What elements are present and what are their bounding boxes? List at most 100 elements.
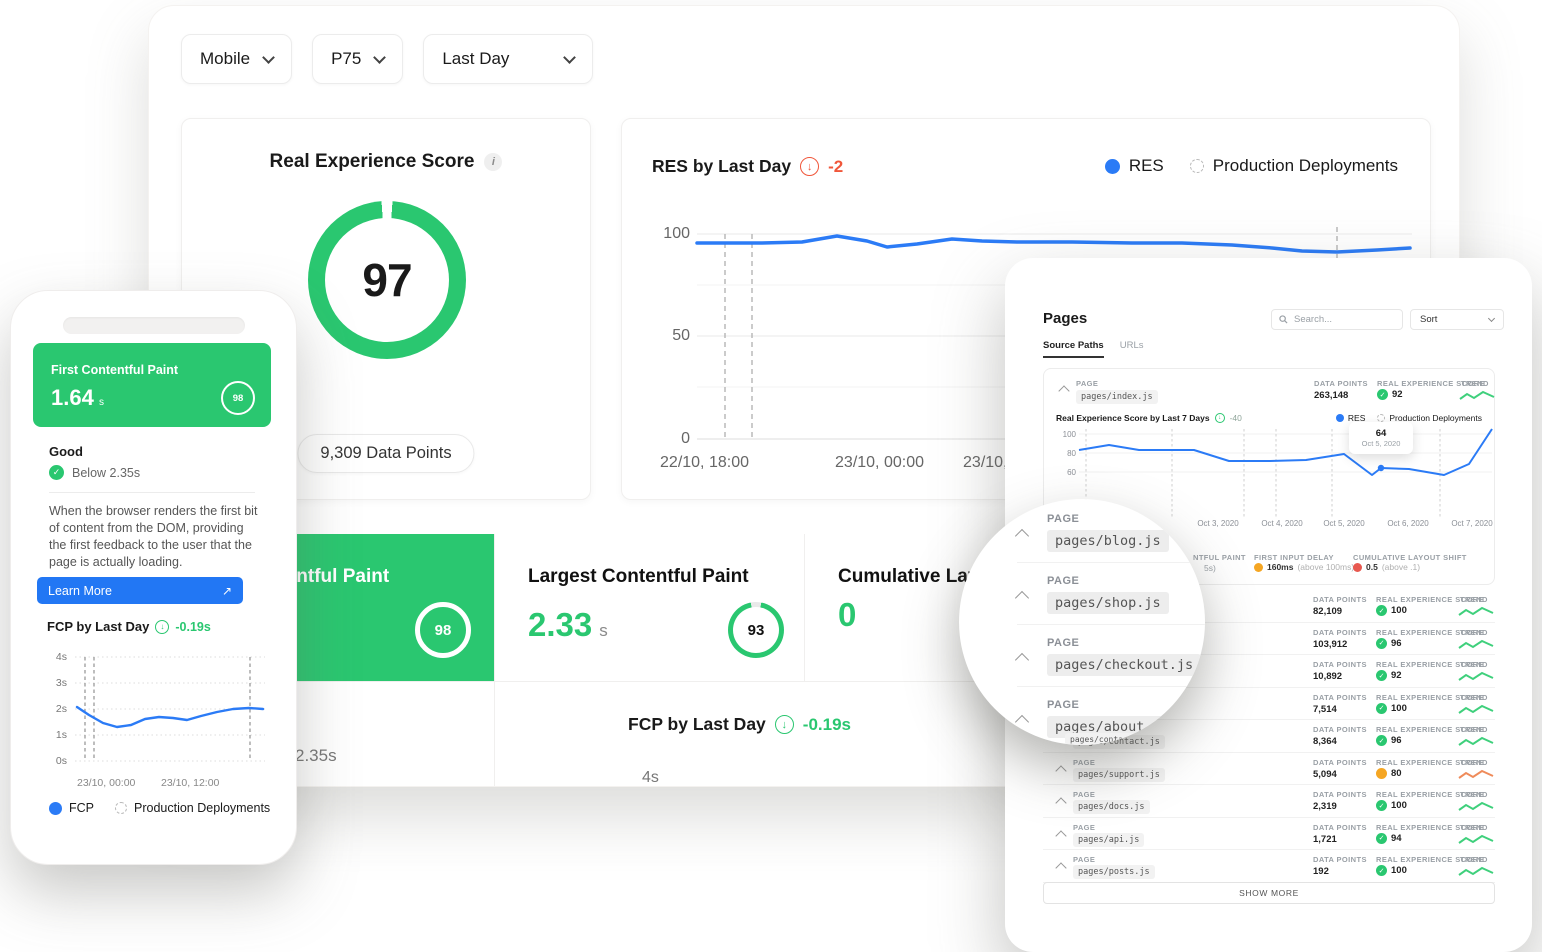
phone-fcp-card: First Contentful Paint 1.64 s 98 [33, 343, 271, 427]
collapse-chevron-icon[interactable] [1055, 829, 1067, 842]
search-input[interactable]: Search... [1271, 309, 1403, 330]
phone-y-tick: 3s [55, 677, 67, 689]
mini-y-tick-100: 100 [1062, 430, 1076, 439]
phone-chart-delta: -0.19s [175, 619, 211, 634]
data-points-value: 192 [1313, 866, 1329, 877]
range-dropdown[interactable]: Last Day [423, 34, 594, 84]
arrow-down-circle-icon: ↓ [800, 157, 820, 176]
data-points-value: 82,109 [1313, 606, 1343, 617]
page-row[interactable]: PAGE pages/api.js DATA POINTS 1,721 REAL… [1043, 818, 1495, 850]
score-status-icon: ✓ [1376, 832, 1387, 844]
trend-sparkline [1458, 605, 1494, 619]
page-path-chip: pages/about.js [1047, 716, 1177, 738]
chevron-down-icon [1487, 314, 1496, 323]
page-row[interactable]: PAGE pages/docs.js DATA POINTS 2,319 REA… [1043, 785, 1495, 818]
collapse-chevron-icon[interactable] [1014, 714, 1030, 730]
page-path-chip: pages/blog.js [1047, 530, 1169, 552]
lens-page-row[interactable]: PAGE pages/about.js [1014, 687, 1205, 745]
fcp-bottom-delta: -0.19s [802, 714, 851, 734]
res-legend-dot [1104, 158, 1120, 174]
res-column-label: REAL EXPERIENCE SCORE [1376, 595, 1484, 604]
lens-page-row[interactable]: PAGE pages/blog.js [1014, 501, 1205, 563]
res-column-label: REAL EXPERIENCE SCORE [1376, 757, 1484, 767]
trend-sparkline [1458, 833, 1494, 847]
page-row[interactable]: PAGE pages/posts.js DATA POINTS 192 REAL… [1043, 850, 1495, 883]
arrow-down-circle-icon: ↓ [1214, 413, 1225, 423]
tab-urls[interactable]: URLs [1119, 340, 1144, 351]
collapse-chevron-icon[interactable] [1058, 385, 1070, 397]
search-icon [1279, 315, 1288, 324]
res-chart-legend: RES Production Deployments [1104, 156, 1398, 176]
page-column-label: PAGE [1073, 822, 1096, 832]
deployments-legend-icon [1189, 159, 1204, 173]
page-path-chip: pages/checkout.js [1047, 654, 1202, 676]
device-dropdown[interactable]: Mobile [181, 34, 293, 84]
learn-more-button[interactable]: Learn More ↗ [37, 577, 243, 604]
data-points-value: 2,319 [1313, 801, 1337, 812]
lcp-score-ring: 93 [728, 602, 784, 658]
res-column-label: REAL EXPERIENCE SCORE [1376, 660, 1484, 669]
check-circle-icon: ✓ [49, 465, 64, 480]
data-points-column-label: DATA POINTS [1313, 595, 1367, 604]
res-score-value: 96 [1391, 637, 1402, 649]
trend-column-label: TREND [1460, 660, 1488, 669]
res-score-value: 100 [1391, 605, 1407, 616]
collapse-chevron-icon[interactable] [1014, 590, 1030, 606]
res-column-label: REAL EXPERIENCE SCORE [1377, 379, 1485, 388]
data-points-value: 8,364 [1313, 736, 1337, 747]
res-column-label: REAL EXPERIENCE SCORE [1376, 725, 1484, 734]
data-points-column-label: DATA POINTS [1313, 627, 1367, 637]
tab-source-paths[interactable]: Source Paths [1043, 340, 1104, 358]
res-score-value: 96 [1391, 735, 1402, 746]
learn-more-label: Learn More [48, 583, 112, 598]
score-status-icon: ✓ [1376, 702, 1387, 714]
collapse-chevron-icon[interactable] [1014, 528, 1030, 544]
cls-status-dot [1353, 562, 1362, 572]
res-gauge: 97 [308, 201, 466, 359]
mini-y-tick-60: 60 [1067, 468, 1076, 477]
mini-chart-title: Real Experience Score by Last 7 Days [1056, 413, 1210, 423]
phone-y-tick: 4s [55, 651, 67, 663]
fcp-bottom-title: FCP by Last Day [628, 714, 766, 734]
cls-value: 0 [838, 596, 857, 633]
lcp-score-value: 93 [733, 607, 779, 653]
trend-sparkline [1458, 703, 1494, 717]
res-column-label: REAL EXPERIENCE SCORE [1376, 627, 1484, 637]
res-y-tick-50: 50 [672, 327, 690, 344]
deployments-legend-label: Production Deployments [134, 801, 271, 815]
trend-column-label: TREND [1460, 627, 1488, 637]
trend-sparkline [1458, 865, 1494, 879]
phone-fcp-score: 98 [232, 392, 244, 404]
res-score-value: 100 [1391, 865, 1407, 876]
res-column-label: REAL EXPERIENCE SCORE [1376, 692, 1484, 702]
fid-metric-label: FIRST INPUT DELAY [1254, 553, 1334, 562]
page-path-chip: pages/support.js [1073, 767, 1165, 782]
lens-page-row[interactable]: PAGE pages/shop.js [1014, 563, 1205, 625]
page-row[interactable]: PAGE pages/support.js DATA POINTS 5,094 … [1043, 753, 1495, 785]
collapse-chevron-icon[interactable] [1055, 797, 1067, 809]
trend-sparkline [1458, 800, 1494, 814]
res-score-value: 94 [1391, 832, 1402, 844]
phone-x-tick-2: 23/10, 12:00 [161, 777, 220, 789]
lens-page-row[interactable]: PAGE pages/checkout.js [1014, 625, 1205, 687]
collapse-chevron-icon[interactable] [1014, 652, 1030, 668]
res-y-tick-0: 0 [681, 430, 690, 447]
data-points-column-label: DATA POINTS [1313, 855, 1367, 864]
info-icon[interactable]: i [484, 153, 503, 171]
external-link-icon: ↗ [221, 583, 232, 598]
mini-x-tick-4: Oct 6, 2020 [1387, 519, 1429, 528]
mini-line-chart [1078, 428, 1493, 519]
deployments-legend-label: Production Deployments [1212, 156, 1398, 175]
res-card-title: Real Experience Score [269, 151, 475, 172]
lens-row-list: PAGE pages/blog.js PAGE pages/shop.js PA… [1014, 501, 1205, 745]
fcp-legend-dot [49, 801, 62, 815]
collapse-chevron-icon[interactable] [1055, 862, 1067, 874]
trend-column-label: TREND [1460, 790, 1488, 799]
percentile-dropdown-value: P75 [331, 49, 362, 68]
show-more-button[interactable]: SHOW MORE [1043, 882, 1495, 904]
sort-dropdown[interactable]: Sort [1410, 309, 1504, 330]
collapse-chevron-icon[interactable] [1055, 764, 1067, 777]
sort-label: Sort [1420, 314, 1438, 325]
percentile-dropdown[interactable]: P75 [312, 34, 404, 84]
data-points-column-label: DATA POINTS [1313, 757, 1367, 767]
